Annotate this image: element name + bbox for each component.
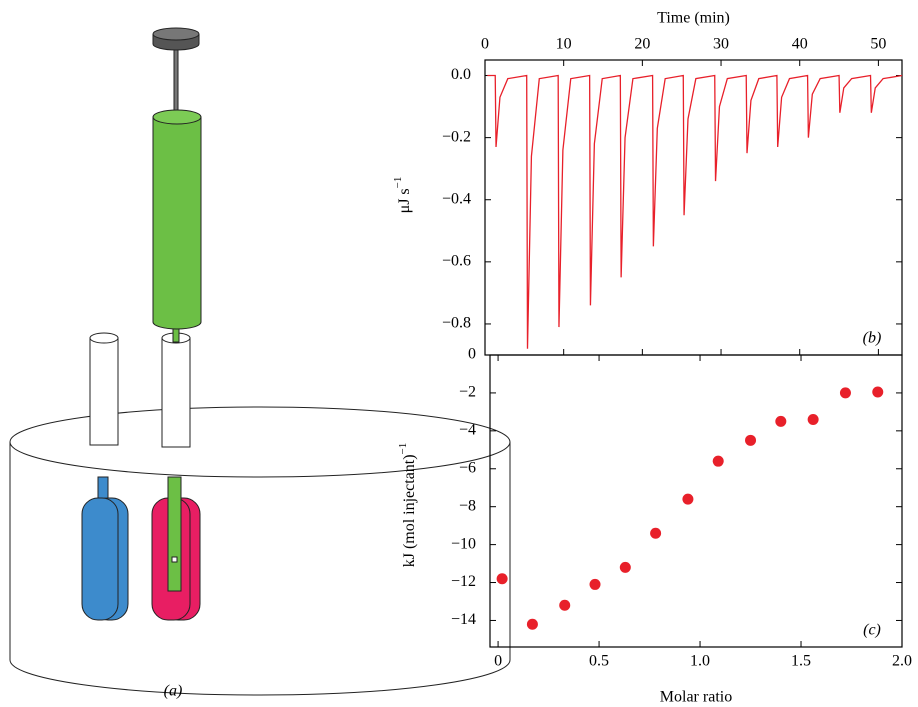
y-tick-label: 0 bbox=[468, 346, 476, 363]
y-tick-label: −12 bbox=[451, 573, 476, 590]
y-tick-label: −14 bbox=[451, 611, 476, 628]
panel-label: (c) bbox=[863, 622, 881, 639]
x-axis-title: Molar ratio bbox=[660, 689, 732, 706]
syringe-top bbox=[152, 109, 202, 125]
panel-label: (b) bbox=[863, 330, 882, 347]
y-tick-label: 0.0 bbox=[451, 66, 471, 83]
data-point bbox=[712, 455, 724, 467]
y-axis-title: kJ (mol injectant)−1 bbox=[397, 443, 418, 568]
cell-body bbox=[9, 442, 511, 696]
data-point bbox=[526, 618, 538, 630]
data-point bbox=[775, 415, 787, 427]
plot-frame bbox=[489, 354, 903, 648]
data-point bbox=[496, 573, 508, 585]
x-tick-label: 0.5 bbox=[589, 653, 609, 670]
y-tick-label: −0.8 bbox=[442, 315, 471, 332]
x-tick-label: 2.0 bbox=[892, 653, 912, 670]
y-axis-title: μJ s−1 bbox=[392, 177, 413, 214]
data-point bbox=[619, 561, 631, 573]
reference-cell bbox=[81, 497, 119, 621]
y-tick-label: −0.6 bbox=[442, 253, 471, 270]
y-axis-title-superscript: −1 bbox=[392, 177, 404, 189]
data-point bbox=[650, 527, 662, 539]
knob-top bbox=[152, 27, 200, 41]
x-tick-label: 10 bbox=[556, 36, 572, 53]
data-point bbox=[682, 493, 694, 505]
instrument-diagram bbox=[9, 27, 511, 696]
y-axis-title-superscript: −1 bbox=[397, 443, 409, 455]
tube-top bbox=[89, 332, 119, 344]
y-axis-title-text: kJ (mol injectant) bbox=[401, 454, 418, 567]
panel-label: (a) bbox=[164, 683, 183, 700]
tube bbox=[161, 337, 191, 448]
tube bbox=[89, 337, 119, 446]
x-tick-label: 0 bbox=[494, 653, 502, 670]
x-tick-label: 40 bbox=[792, 36, 808, 53]
data-point bbox=[559, 599, 571, 611]
data-point bbox=[839, 387, 851, 399]
y-tick-label: −0.2 bbox=[442, 128, 471, 145]
x-tick-label: 50 bbox=[870, 36, 886, 53]
plunger-rod bbox=[173, 41, 179, 118]
paddle bbox=[171, 556, 178, 563]
data-point bbox=[745, 434, 757, 446]
data-point bbox=[589, 578, 601, 590]
y-axis-title-text: μJ s bbox=[396, 188, 413, 213]
x-tick-label: 1.5 bbox=[791, 653, 811, 670]
y-tick-label: −4 bbox=[459, 422, 476, 439]
y-tick-label: −2 bbox=[459, 384, 476, 401]
x-tick-label: 1.0 bbox=[690, 653, 710, 670]
y-tick-label: −10 bbox=[451, 535, 476, 552]
stirrer bbox=[167, 476, 182, 592]
thermogram-line bbox=[487, 74, 903, 349]
data-point bbox=[807, 413, 819, 425]
y-tick-label: −6 bbox=[459, 459, 476, 476]
syringe bbox=[152, 117, 202, 330]
y-tick-label: −8 bbox=[459, 497, 476, 514]
x-tick-label: 0 bbox=[481, 36, 489, 53]
cell-top bbox=[9, 406, 511, 478]
x-axis-title: Time (min) bbox=[657, 10, 730, 27]
y-tick-label: −0.4 bbox=[442, 190, 471, 207]
x-tick-label: 30 bbox=[713, 36, 729, 53]
data-point bbox=[872, 386, 884, 398]
x-tick-label: 20 bbox=[634, 36, 650, 53]
